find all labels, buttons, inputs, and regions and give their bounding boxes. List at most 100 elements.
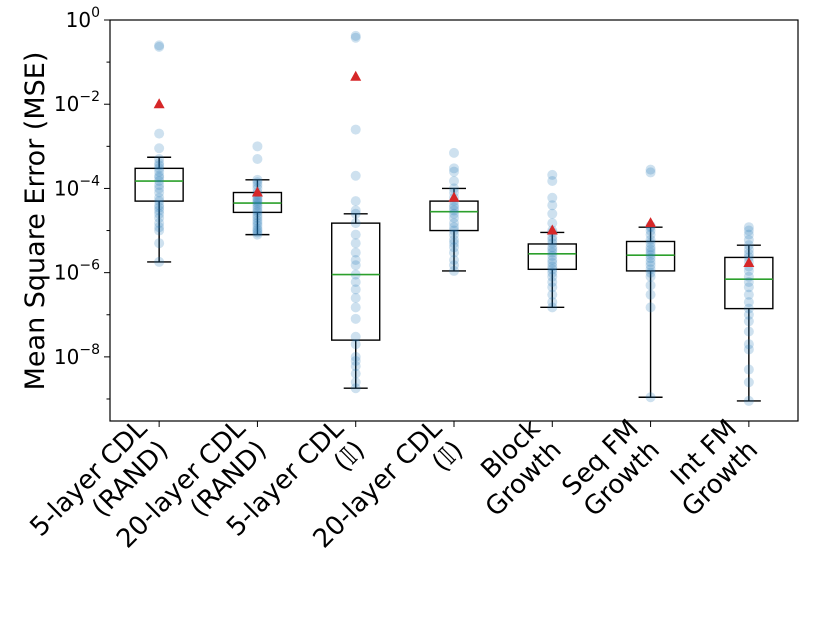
mean-marker [645,217,657,228]
data-point [154,218,165,229]
data-point [645,167,656,178]
data-point [743,271,754,282]
data-point [252,202,263,213]
data-point [743,309,754,320]
data-point [743,289,754,300]
data-point [252,207,263,218]
data-point [645,289,656,300]
data-point [252,212,263,223]
data-point [154,200,165,211]
iqr-box [625,240,676,272]
data-point [547,254,558,265]
data-point [350,361,361,372]
data-point [449,205,459,216]
data-point [547,208,558,219]
data-point [154,183,165,194]
data-point [449,200,459,211]
data-point [743,364,754,375]
data-point [547,250,558,261]
data-point [645,253,656,264]
data-point [449,229,459,240]
data-point [350,238,361,249]
data-point [547,282,558,293]
data-point [743,395,754,406]
data-point [645,164,656,175]
data-point [449,163,459,174]
data-point [154,222,165,233]
y-tick-label: 10−8 [54,342,100,369]
data-point [743,234,754,245]
data-point [350,351,361,362]
y-tick-label-exponent: −4 [79,173,100,189]
iqr-box [527,243,577,271]
data-point [252,194,263,205]
data-point [645,229,656,240]
data-point [547,169,558,180]
data-point [154,166,165,177]
data-point [350,269,361,280]
y-tick-label-base: 10 [66,8,91,32]
data-point [154,40,165,51]
data-point [350,208,361,219]
data-point [154,143,165,154]
data-point [449,260,459,271]
data-point [154,196,165,207]
y-tick-label: 10−4 [54,173,100,200]
data-point [154,192,165,203]
box-group [527,169,577,313]
data-point [449,254,459,265]
data-point [252,177,263,188]
data-point [547,200,558,211]
data-point [350,355,361,366]
data-point [154,205,165,216]
data-point [449,218,459,229]
data-point [743,244,754,255]
data-point [154,180,165,191]
data-point [350,124,361,135]
data-point [645,242,656,253]
data-point [350,284,361,295]
y-tick-label-exponent: −6 [79,258,100,274]
data-point [645,280,656,291]
data-point [154,225,165,236]
box-group [331,30,381,394]
data-point [645,244,656,255]
data-point [350,331,361,342]
box-group [625,164,676,403]
data-point [645,267,656,278]
data-point [350,302,361,313]
data-point [350,383,361,394]
data-point [154,41,165,52]
data-point [449,183,459,194]
data-point [350,170,361,181]
data-point [252,196,263,207]
data-point [252,229,263,240]
y-tick-label-exponent: −2 [79,89,100,105]
data-point [154,172,165,183]
y-tick-label-exponent: 0 [91,5,100,21]
data-point [154,158,165,169]
data-point [743,248,754,259]
data-point [547,218,558,229]
data-point [252,205,263,216]
data-point [252,200,263,211]
data-point [449,208,459,219]
data-point [350,339,361,350]
data-point [154,238,165,249]
data-point [547,232,558,243]
data-point [154,187,165,198]
data-point [547,276,558,287]
data-point [743,225,754,236]
data-point [743,297,754,308]
data-point [547,271,558,282]
data-point [252,174,263,185]
data-point [743,229,754,240]
y-axis-title: Mean Square Error (MSE) [20,52,51,391]
data-point [449,238,459,249]
data-point [645,247,656,258]
data-point [743,316,754,327]
y-tick-label-exponent: −8 [79,342,100,358]
